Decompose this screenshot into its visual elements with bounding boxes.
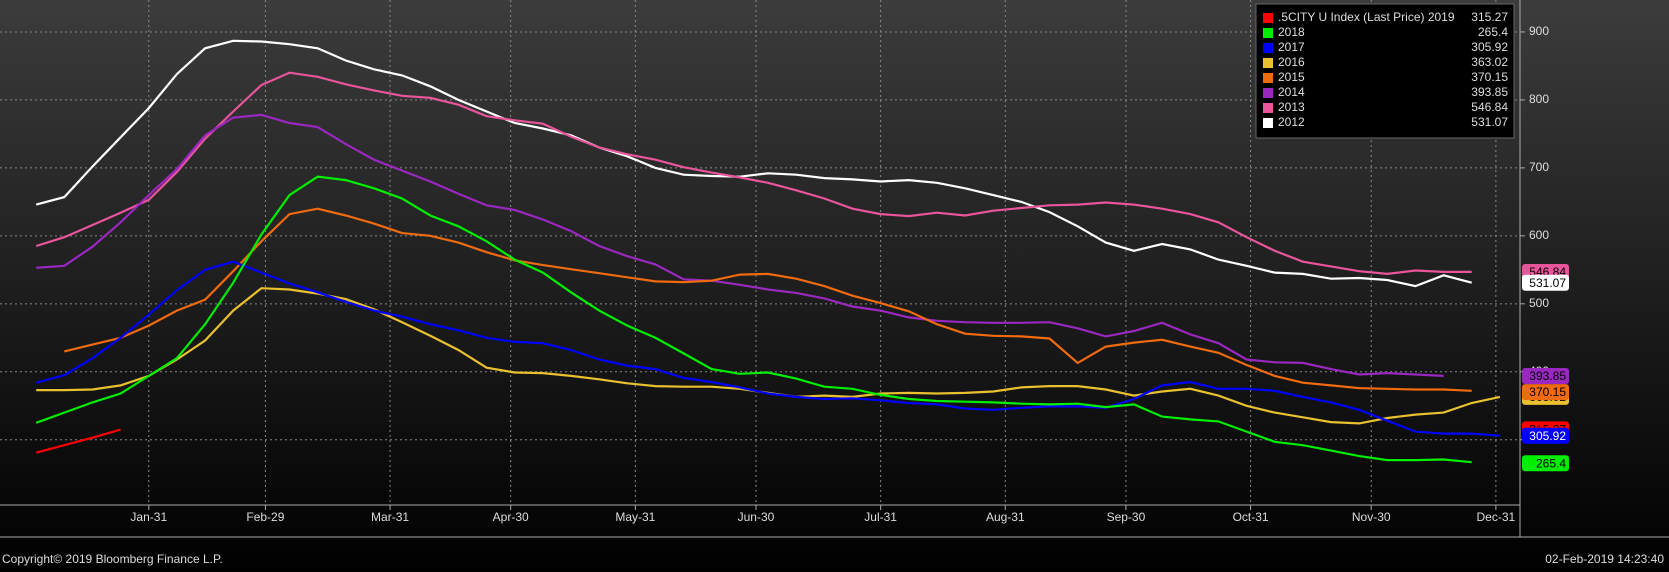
legend-swatch bbox=[1263, 13, 1273, 23]
legend-label: 2016 bbox=[1278, 55, 1305, 69]
y-tick-label: 800 bbox=[1529, 92, 1549, 106]
x-tick-label: Apr-30 bbox=[493, 510, 529, 524]
x-tick-label: Feb-29 bbox=[246, 510, 284, 524]
y-tick-label: 900 bbox=[1529, 24, 1549, 38]
value-tag-label: 393.85 bbox=[1529, 369, 1566, 383]
series-line bbox=[35, 71, 1472, 276]
legend-value: 305.92 bbox=[1471, 40, 1508, 54]
series-line bbox=[36, 113, 1444, 377]
legend-label: 2012 bbox=[1278, 115, 1305, 129]
x-tick-label: Jun-30 bbox=[738, 510, 775, 524]
x-tick-label: May-31 bbox=[615, 510, 655, 524]
legend-value: 531.07 bbox=[1471, 115, 1508, 129]
legend-box bbox=[1255, 3, 1515, 139]
legend-label: 2017 bbox=[1278, 40, 1305, 54]
value-tag-label: 265.4 bbox=[1536, 456, 1566, 470]
x-tick-label: Oct-31 bbox=[1233, 510, 1269, 524]
legend-label: 2013 bbox=[1278, 100, 1305, 114]
legend-swatch bbox=[1263, 58, 1273, 68]
legend-label: 2015 bbox=[1278, 70, 1305, 84]
y-tick-label: 700 bbox=[1529, 160, 1549, 174]
y-tick-label: 500 bbox=[1529, 296, 1549, 310]
x-tick-label: Nov-30 bbox=[1352, 510, 1391, 524]
legend-swatch bbox=[1263, 88, 1273, 98]
series-line bbox=[35, 175, 1472, 464]
legend-label: 2014 bbox=[1278, 85, 1305, 99]
legend-swatch bbox=[1263, 103, 1273, 113]
legend-value: 370.15 bbox=[1471, 70, 1508, 84]
x-tick-label: Jul-31 bbox=[864, 510, 897, 524]
x-tick-label: Mar-31 bbox=[371, 510, 409, 524]
value-tag bbox=[1522, 427, 1569, 444]
series-line bbox=[35, 428, 121, 454]
x-tick-label: Dec-31 bbox=[1477, 510, 1516, 524]
value-tag bbox=[1522, 455, 1569, 472]
legend-swatch bbox=[1263, 118, 1273, 128]
legend-value: 265.4 bbox=[1478, 25, 1508, 39]
x-tick-label: Aug-31 bbox=[986, 510, 1025, 524]
legend-value: 546.84 bbox=[1471, 100, 1508, 114]
value-tag bbox=[1522, 384, 1569, 401]
series-line bbox=[64, 207, 1472, 392]
value-tag bbox=[1522, 367, 1569, 384]
legend-label: 2018 bbox=[1278, 25, 1305, 39]
series-line bbox=[35, 260, 1500, 437]
x-tick-label: Jan-31 bbox=[130, 510, 167, 524]
legend-swatch bbox=[1263, 28, 1273, 38]
value-tag-label: 531.07 bbox=[1529, 276, 1566, 290]
value-tag-label: 370.15 bbox=[1529, 385, 1566, 399]
y-tick-label: 600 bbox=[1529, 228, 1549, 242]
legend-value: 315.27 bbox=[1471, 10, 1508, 24]
legend-label: .5CITY U Index (Last Price) 2019 bbox=[1278, 10, 1455, 24]
value-tag-label: 305.92 bbox=[1529, 429, 1566, 443]
legend-value: 363.02 bbox=[1471, 55, 1508, 69]
x-tick-label: Sep-30 bbox=[1107, 510, 1146, 524]
legend-swatch bbox=[1263, 43, 1273, 53]
timestamp: 02-Feb-2019 14:23:40 bbox=[1545, 552, 1664, 566]
legend-swatch bbox=[1263, 73, 1273, 83]
copyright: Copyright© 2019 Bloomberg Finance L.P. bbox=[2, 552, 223, 566]
value-tag bbox=[1522, 274, 1569, 291]
legend-value: 393.85 bbox=[1471, 85, 1508, 99]
series-line bbox=[35, 39, 1472, 288]
